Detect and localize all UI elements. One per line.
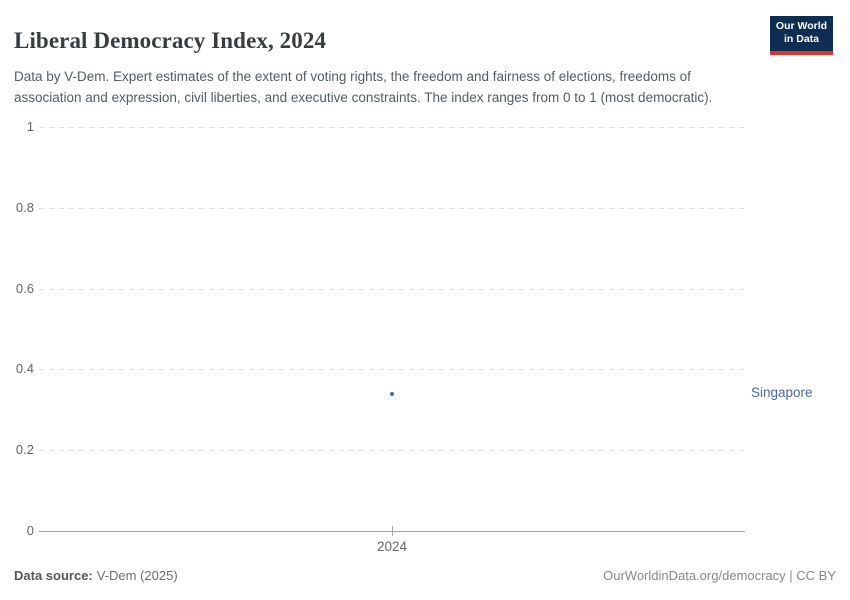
data-source-value: V-Dem (2025): [96, 568, 178, 583]
y-gridline: [39, 450, 745, 452]
owid-logo-line1: Our World: [775, 20, 828, 32]
y-axis-tick-label: 0.2: [15, 442, 34, 458]
chart-subtitle: Data by V-Dem. Expert estimates of the e…: [14, 68, 713, 105]
y-axis-tick-label: 0.8: [15, 199, 34, 215]
entity-label-singapore[interactable]: Singapore: [751, 384, 813, 400]
y-gridline: [39, 288, 745, 290]
y-axis-tick-label: 0: [26, 523, 34, 538]
x-axis-tick-mark: [392, 526, 393, 536]
owid-logo[interactable]: Our World in Data: [770, 16, 833, 55]
owid-logo-line2: in Data: [783, 32, 819, 45]
owid-credit-link[interactable]: OurWorldinData.org/democracy | CC BY: [603, 568, 836, 583]
y-gridline: [39, 127, 745, 128]
y-axis-tick-label: 0.6: [15, 280, 34, 296]
y-axis-tick-label: 0.4: [15, 361, 34, 377]
y-axis-tick-label: 1: [26, 119, 34, 134]
x-axis-tick-label: 2024: [376, 539, 408, 554]
y-gridline: [39, 207, 745, 209]
chart-title: Liberal Democracy Index, 2024: [14, 28, 327, 54]
y-gridline: [39, 369, 745, 371]
data-point-singapore[interactable]: [390, 391, 394, 396]
data-source-label: Data source:: [14, 568, 93, 583]
chart-footer: Data source: V-Dem (2025) OurWorldinData.…: [14, 568, 836, 583]
